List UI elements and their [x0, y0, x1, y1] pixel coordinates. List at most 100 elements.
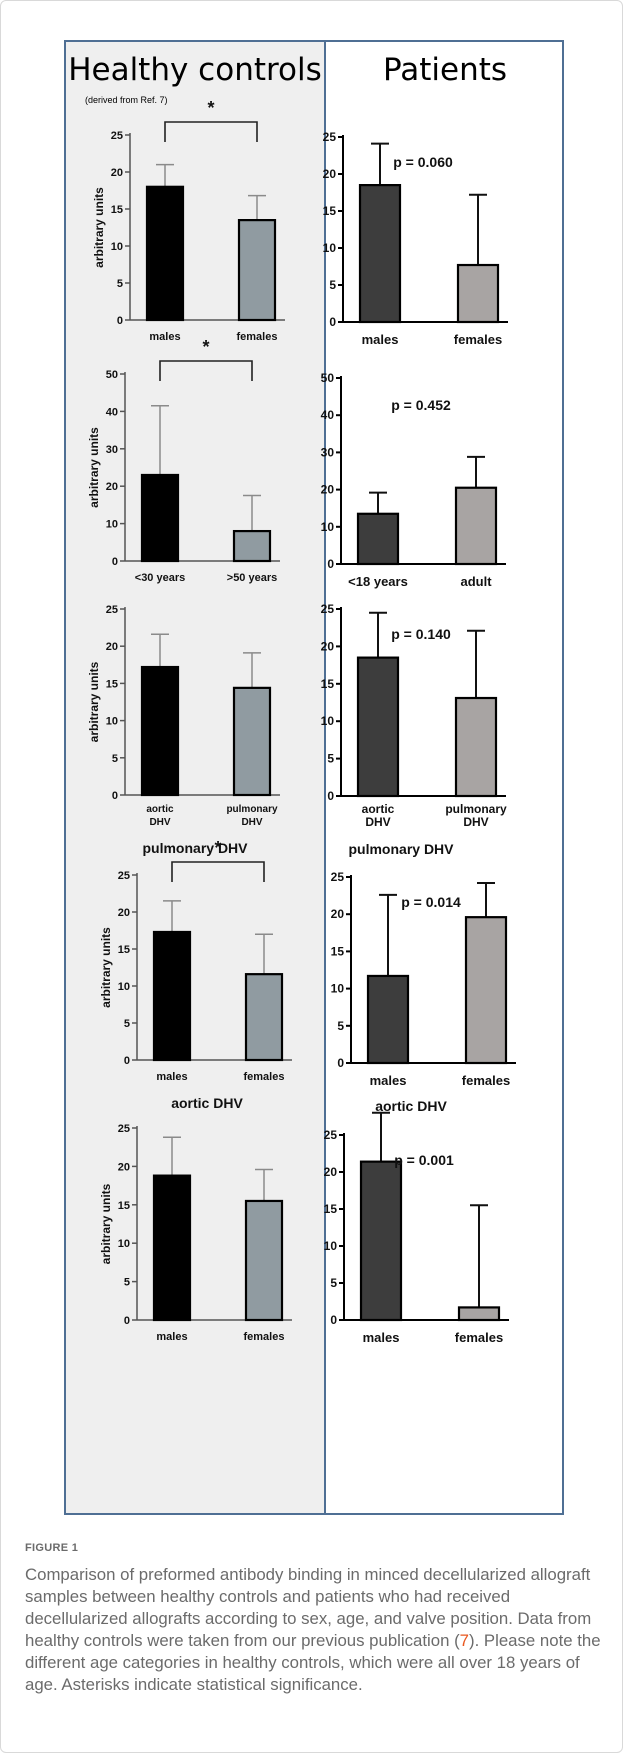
y-tick-label: 10	[323, 241, 337, 255]
x-tick-label: aortic	[362, 802, 395, 816]
p-value-annotation: p = 0.452	[391, 397, 451, 413]
panel-caption: aortic DHV	[171, 1095, 243, 1111]
y-axis-label: arbitrary units	[87, 661, 101, 742]
y-tick-label: 15	[323, 204, 337, 218]
x-tick-label: females	[244, 1071, 285, 1083]
y-tick-label: 10	[331, 982, 345, 996]
bar	[140, 473, 180, 563]
y-tick-label: 5	[329, 278, 336, 292]
y-tick-label: 15	[331, 944, 345, 958]
source-note: (derived from Ref. 7)	[85, 95, 168, 105]
y-tick-label: 15	[324, 1202, 338, 1216]
bar	[244, 1199, 284, 1322]
x-tick-label: females	[454, 332, 502, 347]
y-tick-label: 10	[106, 716, 118, 728]
y-tick-label: 20	[118, 907, 130, 919]
y-tick-label: 50	[321, 371, 335, 385]
panel-caption: pulmonary DHV	[348, 841, 454, 857]
y-tick-label: 5	[124, 1018, 130, 1030]
y-tick-label: 25	[331, 870, 345, 884]
significance-bracket	[159, 360, 253, 381]
p-value-annotation: p = 0.140	[391, 626, 451, 642]
figure-label: FIGURE 1	[25, 1542, 79, 1554]
y-tick-label: 5	[330, 1276, 337, 1290]
bar	[232, 529, 272, 563]
y-tick-label: 0	[337, 1056, 344, 1070]
figure-frame	[64, 40, 564, 1515]
y-tick-label: 5	[112, 753, 118, 765]
y-tick-label: 10	[324, 1239, 338, 1253]
y-tick-label: 30	[106, 444, 118, 456]
y-tick-label: 50	[106, 369, 118, 381]
x-tick-label: DHV	[149, 817, 170, 828]
y-tick-label: 20	[331, 907, 345, 921]
y-tick-label: 25	[323, 130, 337, 144]
panel-divider	[324, 40, 326, 1515]
y-tick-label: 25	[118, 1123, 130, 1135]
y-tick-label: 10	[321, 714, 335, 728]
x-tick-label: DHV	[241, 817, 262, 828]
y-tick-label: 0	[117, 315, 123, 327]
y-axis-label: arbitrary units	[92, 187, 106, 268]
y-tick-label: 25	[324, 1128, 338, 1142]
x-tick-label: <30 years	[135, 572, 185, 584]
bar	[145, 185, 185, 322]
x-tick-label: females	[244, 1331, 285, 1343]
panel-caption: aortic DHV	[375, 1098, 447, 1114]
y-tick-label: 25	[118, 870, 130, 882]
x-tick-label: pulmonary	[226, 804, 278, 815]
y-tick-label: 10	[321, 520, 335, 534]
y-tick-label: 20	[106, 641, 118, 653]
reference-link[interactable]: 7	[459, 1631, 470, 1650]
bar	[454, 486, 498, 566]
y-tick-label: 0	[112, 556, 118, 568]
x-tick-label: females	[237, 331, 278, 343]
y-tick-label: 15	[321, 677, 335, 691]
y-tick-label: 0	[124, 1055, 130, 1067]
bar	[359, 1160, 403, 1322]
x-tick-label: >50 years	[227, 572, 277, 584]
y-tick-label: 0	[112, 790, 118, 802]
y-tick-label: 10	[118, 981, 130, 993]
significance-bracket	[164, 121, 258, 142]
y-tick-label: 20	[118, 1161, 130, 1173]
y-tick-label: 5	[327, 752, 334, 766]
x-tick-label: aortic	[146, 804, 174, 815]
x-tick-label: DHV	[463, 815, 488, 829]
p-value-annotation: p = 0.001	[394, 1152, 454, 1168]
significance-marker: *	[214, 838, 221, 858]
y-tick-label: 10	[106, 519, 118, 531]
bar	[232, 686, 272, 797]
y-tick-label: 20	[106, 481, 118, 493]
y-tick-label: 0	[327, 789, 334, 803]
bar	[356, 656, 400, 798]
bar	[358, 184, 402, 324]
y-tick-label: 15	[111, 204, 123, 216]
x-tick-label: pulmonary	[445, 802, 507, 816]
bar	[356, 512, 400, 566]
bar-charts: 0 5 10 15 20 25 arbitrary units males females * 0 5…	[87, 98, 516, 1345]
y-tick-label: 5	[117, 278, 123, 290]
x-tick-label: males	[156, 1071, 187, 1083]
x-tick-label: males	[149, 331, 180, 343]
caption-text-end: ). Please note the different age categor…	[25, 1631, 601, 1694]
x-tick-label: females	[462, 1073, 510, 1088]
y-tick-label: 25	[321, 602, 335, 616]
caption-text: Comparison of preformed antibody binding…	[25, 1565, 592, 1650]
y-tick-label: 20	[111, 167, 123, 179]
x-tick-label: males	[363, 1330, 400, 1345]
y-tick-label: 0	[329, 315, 336, 329]
y-tick-label: 25	[111, 130, 123, 142]
y-tick-label: 10	[111, 241, 123, 253]
figure-caption: Comparison of preformed antibody binding…	[25, 1564, 605, 1696]
y-axis-label: arbitrary units	[99, 927, 113, 1008]
y-axis-label: arbitrary units	[87, 427, 101, 508]
y-tick-label: 40	[321, 408, 335, 422]
y-tick-label: 40	[106, 406, 118, 418]
y-tick-label: 25	[106, 604, 118, 616]
y-tick-label: 20	[323, 167, 337, 181]
y-axis-label: arbitrary units	[99, 1183, 113, 1264]
p-value-annotation: p = 0.060	[393, 154, 453, 170]
bar	[456, 263, 500, 324]
y-tick-label: 20	[321, 639, 335, 653]
